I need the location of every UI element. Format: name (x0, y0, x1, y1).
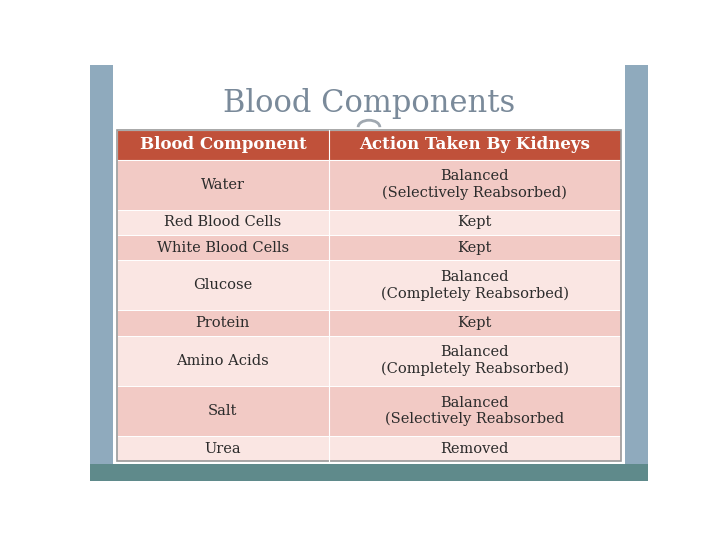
FancyBboxPatch shape (117, 210, 621, 235)
FancyBboxPatch shape (117, 130, 621, 159)
Text: Salt: Salt (208, 404, 238, 418)
Text: Kept: Kept (458, 240, 492, 254)
FancyBboxPatch shape (117, 335, 621, 386)
Text: Balanced
(Selectively Reabsorbed: Balanced (Selectively Reabsorbed (385, 396, 564, 427)
Text: Removed: Removed (441, 442, 509, 456)
Text: Red Blood Cells: Red Blood Cells (164, 215, 282, 230)
FancyBboxPatch shape (90, 464, 648, 481)
FancyBboxPatch shape (117, 386, 621, 436)
Text: Urea: Urea (204, 442, 241, 456)
FancyBboxPatch shape (117, 310, 621, 335)
Text: Glucose: Glucose (193, 278, 253, 292)
Text: Action Taken By Kidneys: Action Taken By Kidneys (359, 137, 590, 153)
Text: White Blood Cells: White Blood Cells (157, 240, 289, 254)
Text: Water: Water (201, 178, 245, 192)
FancyBboxPatch shape (117, 436, 621, 461)
FancyBboxPatch shape (90, 65, 113, 481)
FancyBboxPatch shape (117, 260, 621, 310)
FancyBboxPatch shape (117, 235, 621, 260)
Text: Kept: Kept (458, 215, 492, 230)
FancyBboxPatch shape (117, 159, 621, 210)
Text: Balanced
(Selectively Reabsorbed): Balanced (Selectively Reabsorbed) (382, 170, 567, 200)
Text: Blood Component: Blood Component (140, 137, 306, 153)
Text: Amino Acids: Amino Acids (176, 354, 269, 368)
Text: Balanced
(Completely Reabsorbed): Balanced (Completely Reabsorbed) (381, 346, 569, 376)
Text: Blood Components: Blood Components (223, 88, 515, 119)
FancyBboxPatch shape (625, 65, 648, 481)
Text: Balanced
(Completely Reabsorbed): Balanced (Completely Reabsorbed) (381, 270, 569, 301)
Text: Protein: Protein (196, 316, 250, 330)
Text: Kept: Kept (458, 316, 492, 330)
